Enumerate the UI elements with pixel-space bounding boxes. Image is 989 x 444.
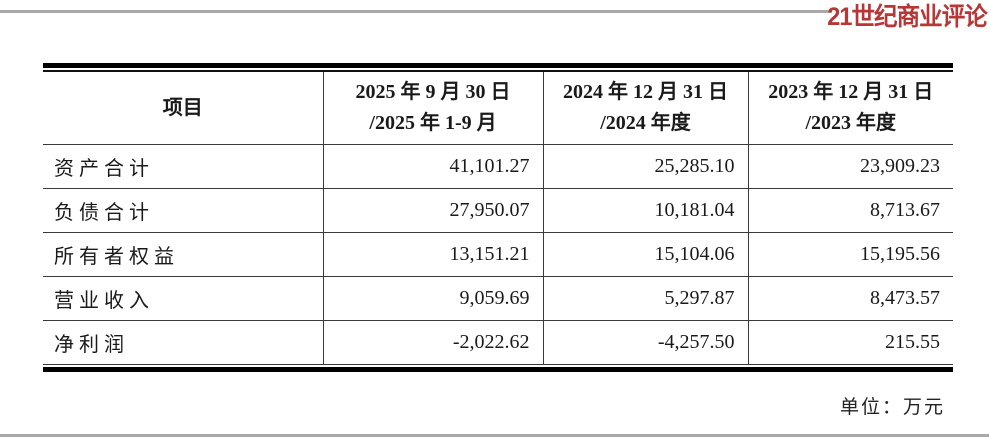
table-row: 负债合计 27,950.07 10,181.04 8,713.67 — [43, 188, 953, 233]
cell-value: 41,101.27 — [322, 144, 543, 189]
header-item-column: 项目 — [43, 71, 323, 145]
row-label-owners-equity: 所有者权益 — [43, 232, 323, 277]
cell-value: 9,059.69 — [322, 276, 543, 321]
cell-value: 13,151.21 — [322, 232, 543, 277]
table-header-row: 项目 2025 年 9 月 30 日 /2025 年 1-9 月 2024 年 … — [43, 71, 953, 145]
row-label-net-profit: 净利润 — [43, 320, 323, 365]
financial-summary-table: 项目 2025 年 9 月 30 日 /2025 年 1-9 月 2024 年 … — [43, 63, 953, 372]
header-period-2024-line2: /2024 年度 — [600, 112, 691, 134]
cell-value: 23,909.23 — [747, 144, 953, 189]
row-label-operating-revenue: 营业收入 — [43, 276, 323, 321]
publication-logo: 21世纪商业评论 — [827, 3, 988, 31]
header-period-2023-line1: 2023 年 12 月 31 日 — [768, 81, 934, 103]
cell-value: 8,473.57 — [747, 276, 953, 321]
header-period-2025-line2: /2025 年 1-9 月 — [369, 112, 497, 134]
cell-value: 10,181.04 — [542, 188, 748, 233]
top-divider-rule — [0, 10, 832, 13]
cell-value: 8,713.67 — [747, 188, 953, 233]
unit-note: 单位：万元 — [839, 397, 945, 418]
cell-value: 15,195.56 — [747, 232, 953, 277]
header-period-2024: 2024 年 12 月 31 日 /2024 年度 — [542, 71, 748, 145]
row-label-total-assets: 资产合计 — [43, 144, 323, 189]
header-period-2025-line1: 2025 年 9 月 30 日 — [355, 81, 511, 103]
header-period-2024-line1: 2024 年 12 月 31 日 — [563, 81, 728, 103]
cell-value: 25,285.10 — [542, 144, 748, 189]
cell-value: -2,022.62 — [322, 320, 543, 365]
cell-value: 15,104.06 — [542, 232, 748, 277]
cell-value: -4,257.50 — [542, 320, 748, 365]
cell-value: 215.55 — [747, 320, 953, 365]
bottom-divider-rule — [0, 434, 989, 437]
cell-value: 5,297.87 — [542, 276, 748, 321]
table-row: 所有者权益 13,151.21 15,104.06 15,195.56 — [43, 232, 953, 277]
table-row: 营业收入 9,059.69 5,297.87 8,473.57 — [43, 276, 953, 321]
table-row: 净利润 -2,022.62 -4,257.50 215.55 — [43, 320, 953, 365]
header-period-2023-line2: /2023 年度 — [805, 112, 897, 134]
cell-value: 27,950.07 — [322, 188, 543, 233]
row-label-total-liabilities: 负债合计 — [43, 188, 323, 233]
table-row: 资产合计 41,101.27 25,285.10 23,909.23 — [43, 144, 953, 189]
header-period-2025: 2025 年 9 月 30 日 /2025 年 1-9 月 — [322, 71, 543, 145]
header-period-2023: 2023 年 12 月 31 日 /2023 年度 — [747, 71, 953, 145]
